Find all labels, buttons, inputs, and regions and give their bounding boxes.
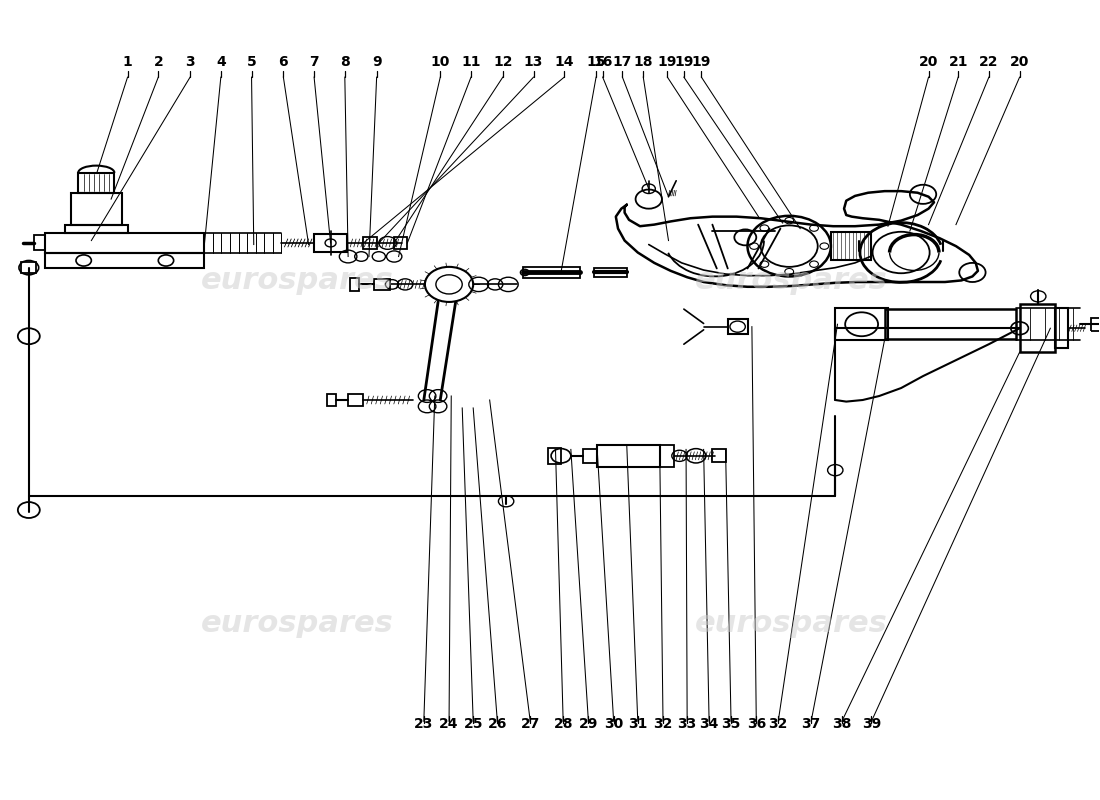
Text: 18: 18 (634, 55, 653, 69)
Text: 24: 24 (439, 717, 459, 731)
Text: eurospares: eurospares (695, 609, 888, 638)
Text: eurospares: eurospares (201, 266, 394, 295)
Text: 11: 11 (461, 55, 481, 69)
Text: 37: 37 (802, 717, 821, 731)
Text: 29: 29 (579, 717, 598, 731)
Text: 27: 27 (520, 717, 540, 731)
Text: 7: 7 (309, 55, 319, 69)
Text: 12: 12 (493, 55, 513, 69)
Text: 26: 26 (487, 717, 507, 731)
Text: 22: 22 (979, 55, 999, 69)
Text: 19: 19 (692, 55, 711, 69)
Text: 31: 31 (628, 717, 648, 731)
Text: 23: 23 (414, 717, 433, 731)
Text: 28: 28 (553, 717, 573, 731)
Text: 32: 32 (769, 717, 788, 731)
Text: 33: 33 (678, 717, 696, 731)
Text: eurospares: eurospares (695, 266, 888, 295)
Text: 9: 9 (372, 55, 382, 69)
Text: 30: 30 (604, 717, 624, 731)
Text: 16: 16 (593, 55, 613, 69)
Text: 25: 25 (463, 717, 483, 731)
Text: 13: 13 (524, 55, 543, 69)
Text: 38: 38 (833, 717, 851, 731)
Text: 20: 20 (1010, 55, 1030, 69)
Bar (315, 234, 346, 252)
Text: 35: 35 (722, 717, 740, 731)
Text: 32: 32 (653, 717, 673, 731)
Text: 5: 5 (246, 55, 256, 69)
Text: 14: 14 (554, 55, 574, 69)
Text: eurospares: eurospares (201, 609, 394, 638)
Text: 39: 39 (862, 717, 881, 731)
Text: 4: 4 (216, 55, 225, 69)
Text: 19: 19 (674, 55, 693, 69)
Text: 8: 8 (340, 55, 350, 69)
Text: 2: 2 (153, 55, 163, 69)
Text: 36: 36 (747, 717, 766, 731)
Text: 19: 19 (658, 55, 678, 69)
Text: 3: 3 (185, 55, 195, 69)
Text: 15: 15 (586, 55, 606, 69)
Bar (728, 319, 748, 334)
Text: 6: 6 (278, 55, 288, 69)
Text: 34: 34 (700, 717, 718, 731)
Text: 21: 21 (948, 55, 968, 69)
Text: 20: 20 (918, 55, 938, 69)
Text: 1: 1 (123, 55, 132, 69)
Text: 17: 17 (613, 55, 632, 69)
Text: 10: 10 (430, 55, 450, 69)
